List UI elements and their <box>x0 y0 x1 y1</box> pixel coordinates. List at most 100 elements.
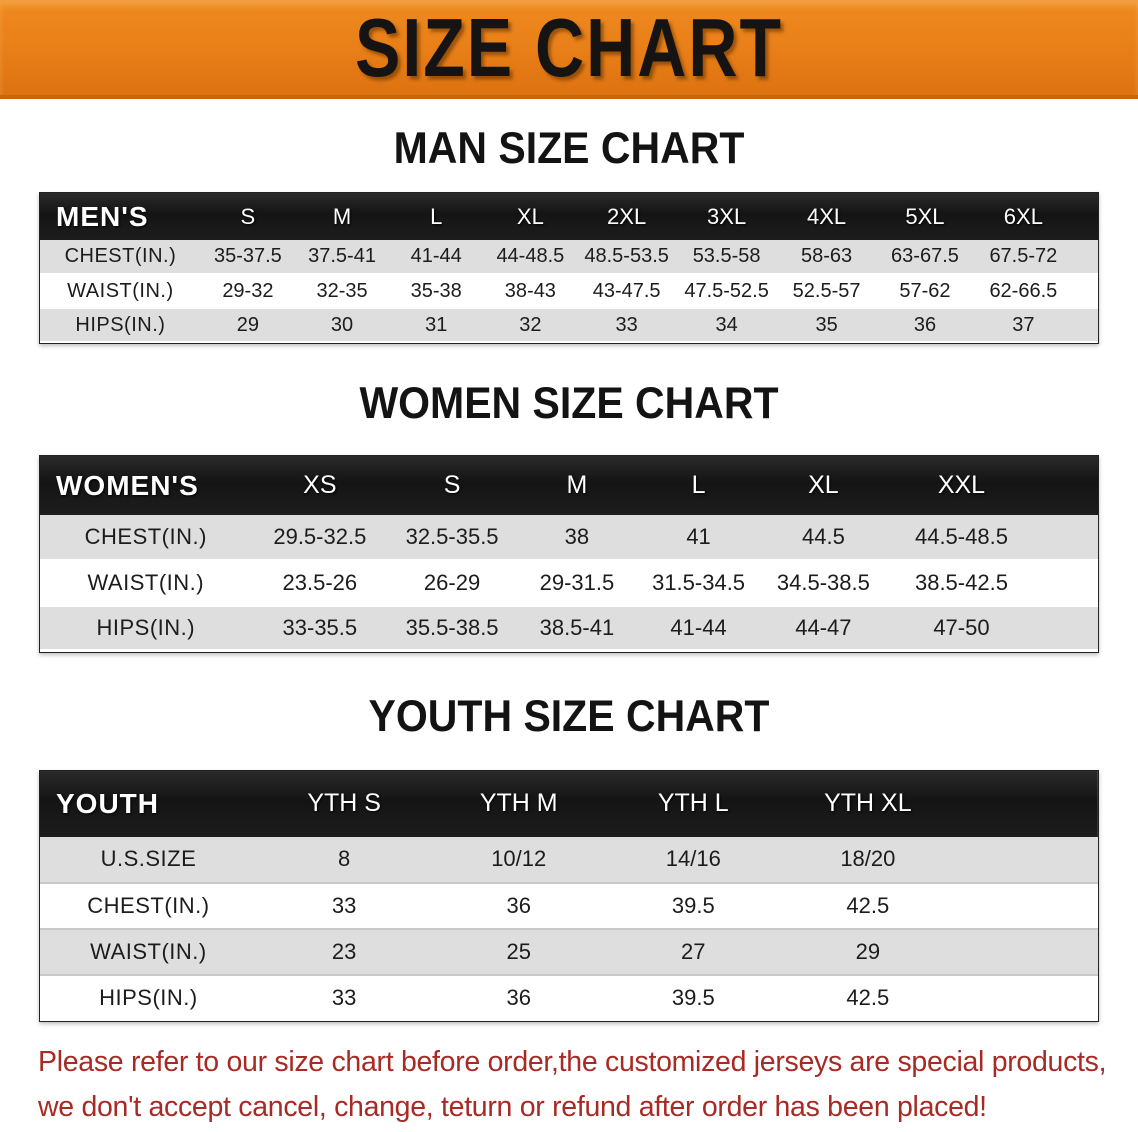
size-cell: 58-63 <box>801 245 853 267</box>
size-cell: 29 <box>855 938 881 964</box>
column-header-xl: XL <box>808 471 839 499</box>
size-cell: 47-50 <box>933 614 990 640</box>
row-label: CHEST(IN.) <box>87 892 210 918</box>
size-cell: 47.5-52.5 <box>684 279 769 302</box>
spacer-cell <box>1036 560 1098 605</box>
size-cell: 30 <box>330 313 354 336</box>
size-cell: 34.5-38.5 <box>776 569 870 595</box>
youth-hips-row: HIPS(IN.) 33 36 39.5 42.5 <box>40 974 1098 1021</box>
men-header-row: MEN'S S M L XL 2XL 3XL 4XL 5XL 6XL <box>40 193 1098 240</box>
women-waist-row: WAIST(IN.) 23.5-26 26-29 29-31.5 31.5-34… <box>40 560 1098 605</box>
column-header-2xl: 2XL <box>607 203 647 229</box>
women-section-title: WOMEN SIZE CHART <box>359 378 779 428</box>
size-cell: 39.5 <box>671 985 715 1010</box>
size-cell: 35-37.5 <box>213 245 282 267</box>
men-size-table: MEN'S S M L XL 2XL 3XL 4XL 5XL 6XL CHEST… <box>40 193 1098 343</box>
size-cell: 23.5-26 <box>282 569 358 595</box>
row-label: HIPS(IN.) <box>75 313 166 336</box>
spacer-cell <box>1073 240 1098 274</box>
size-cell: 33 <box>331 985 357 1010</box>
column-header-xs: XS <box>303 471 337 499</box>
size-cell: 38.5-42.5 <box>914 569 1008 595</box>
column-header-3xl: 3XL <box>707 203 747 229</box>
spacer-header <box>1073 193 1098 240</box>
size-cell: 14/16 <box>665 846 721 871</box>
size-cell: 31 <box>425 313 448 336</box>
women-header-row: WOMEN'S XS S M L XL XXL <box>40 456 1098 515</box>
size-cell: 38 <box>564 523 590 549</box>
column-header-xl: XL <box>516 203 544 229</box>
column-header-5xl: 5XL <box>905 203 945 229</box>
size-cell: 33-35.5 <box>282 614 358 640</box>
size-cell: 44.5 <box>801 523 845 549</box>
size-cell: 44-47 <box>795 614 852 640</box>
banner-title: SIZE CHART <box>355 1 783 94</box>
men-waist-row: WAIST(IN.) 29-32 32-35 35-38 38-43 43-47… <box>40 274 1098 308</box>
row-label: WAIST(IN.) <box>67 279 174 302</box>
women-size-table-wrapper: WOMEN'S XS S M L XL XXL CHEST(IN.) 29.5-… <box>39 455 1099 653</box>
youth-section-title: YOUTH SIZE CHART <box>368 690 770 741</box>
size-cell: 41 <box>686 523 711 549</box>
size-cell: 32.5-35.5 <box>405 523 499 549</box>
size-cell: 38-43 <box>504 279 556 302</box>
size-cell: 8 <box>338 846 351 871</box>
size-cell: 35 <box>815 313 838 336</box>
size-cell: 33 <box>331 892 357 918</box>
spacer-header <box>1036 456 1098 515</box>
row-label: WAIST(IN.) <box>90 938 207 964</box>
size-cell: 42.5 <box>846 892 890 918</box>
row-label: WAIST(IN.) <box>87 569 205 595</box>
size-cell: 27 <box>681 938 706 964</box>
size-cell: 41-44 <box>670 614 727 640</box>
column-header-yth-m: YTH M <box>479 789 558 817</box>
size-cell: 29-31.5 <box>539 569 615 595</box>
size-cell: 57-62 <box>899 279 951 302</box>
size-cell: 33 <box>615 313 638 336</box>
size-cell: 36 <box>506 985 531 1010</box>
row-label: U.S.SIZE <box>100 846 197 871</box>
women-chest-row: CHEST(IN.) 29.5-32.5 32.5-35.5 38 41 44.… <box>40 515 1098 560</box>
row-label: HIPS(IN.) <box>96 614 196 640</box>
size-cell: 34 <box>715 313 738 336</box>
size-cell: 29-32 <box>222 279 274 302</box>
women-size-table: WOMEN'S XS S M L XL XXL CHEST(IN.) 29.5-… <box>40 456 1098 652</box>
size-cell: 25 <box>506 938 531 964</box>
youth-header-row: YOUTH YTH S YTH M YTH L YTH XL <box>40 770 1098 837</box>
size-cell: 29.5-32.5 <box>273 523 367 549</box>
size-cell: 32 <box>519 313 542 336</box>
size-cell: 41-44 <box>410 245 462 267</box>
youth-waist-row: WAIST(IN.) 23 25 27 29 <box>40 928 1098 975</box>
size-cell: 67.5-72 <box>989 245 1058 267</box>
size-cell: 29 <box>236 313 260 336</box>
size-cell: 44-48.5 <box>496 245 565 267</box>
disclaimer-line-2: we don't accept cancel, change, teturn o… <box>38 1091 987 1124</box>
man-section-title: MAN SIZE CHART <box>393 123 745 173</box>
column-header-m: M <box>332 203 352 229</box>
men-chest-row: CHEST(IN.) 35-37.5 37.5-41 41-44 44-48.5… <box>40 240 1098 274</box>
youth-corner-header: YOUTH <box>56 787 159 819</box>
spacer-cell <box>955 837 1098 883</box>
women-hips-row: HIPS(IN.) 33-35.5 35.5-38.5 38.5-41 41-4… <box>40 605 1098 650</box>
size-cell: 31.5-34.5 <box>652 569 746 595</box>
size-cell: 10/12 <box>491 846 547 871</box>
size-cell: 35-38 <box>410 279 462 302</box>
row-label: HIPS(IN.) <box>99 985 198 1010</box>
size-cell: 53.5-58 <box>692 245 761 267</box>
column-header-6xl: 6XL <box>1003 203 1043 229</box>
women-corner-header: WOMEN'S <box>56 469 199 501</box>
spacer-cell <box>955 975 1098 1021</box>
size-cell: 37.5-41 <box>308 245 376 267</box>
size-cell: 37 <box>1012 313 1035 336</box>
men-corner-header: MEN'S <box>56 200 149 232</box>
size-cell: 62-66.5 <box>989 279 1058 302</box>
spacer-cell <box>1073 308 1098 342</box>
size-cell: 18/20 <box>840 846 896 871</box>
column-header-xxl: XXL <box>937 471 986 499</box>
column-header-4xl: 4XL <box>807 203 847 229</box>
youth-chest-row: CHEST(IN.) 33 36 39.5 42.5 <box>40 882 1098 929</box>
men-size-table-wrapper: MEN'S S M L XL 2XL 3XL 4XL 5XL 6XL CHEST… <box>39 192 1099 344</box>
size-cell: 44.5-48.5 <box>914 523 1008 549</box>
spacer-cell <box>1036 605 1098 650</box>
disclaimer-note: Please refer to our size chart before or… <box>38 1040 1138 1131</box>
size-cell: 39.5 <box>671 892 715 918</box>
